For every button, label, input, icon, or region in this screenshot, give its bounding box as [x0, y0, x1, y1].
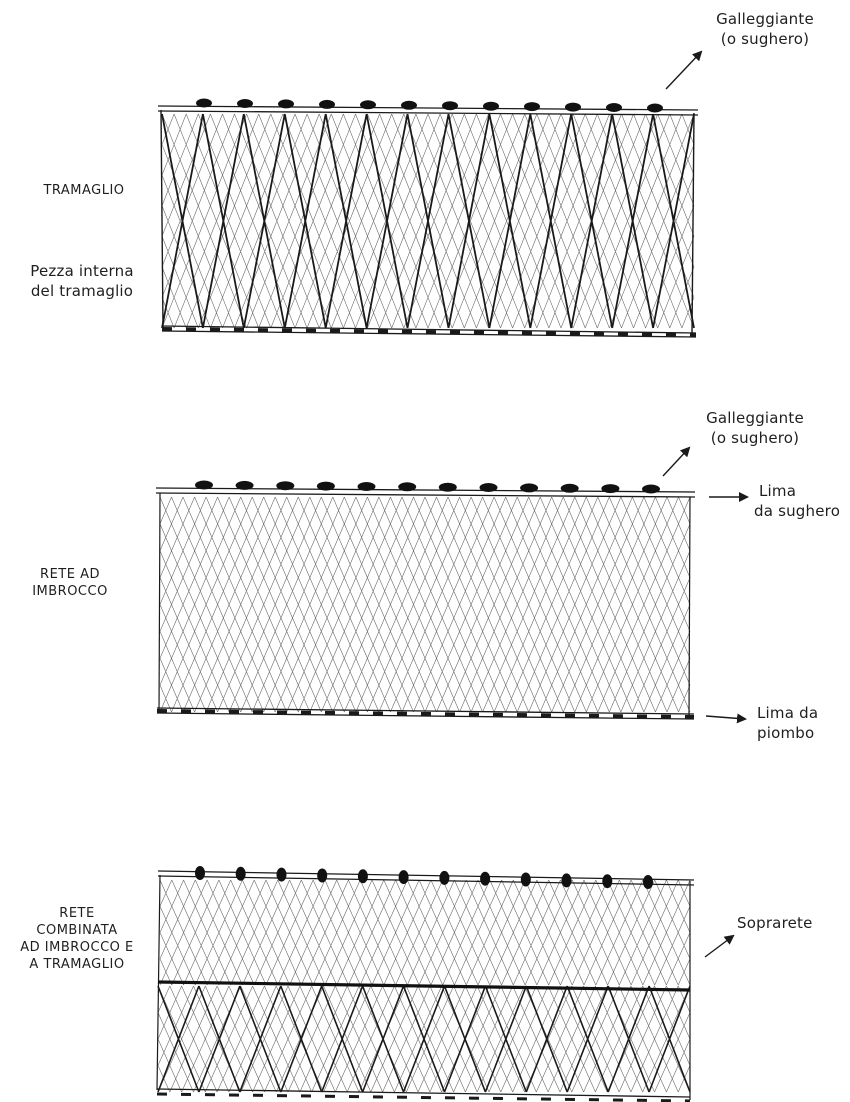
panel-imbrocco: [155, 480, 696, 720]
float: [196, 98, 212, 108]
fine-mesh-lines: [161, 205, 695, 237]
panel-combinata: [156, 866, 695, 1102]
fine-mesh-lines: [159, 958, 691, 986]
fine-mesh-lines: [161, 175, 695, 206]
lower-outer-mesh-combinata: [157, 985, 691, 1093]
float: [647, 103, 663, 113]
float: [278, 99, 294, 109]
float: [442, 101, 458, 111]
float: [606, 103, 622, 112]
float: [401, 100, 417, 110]
float: [195, 480, 213, 490]
lead-line-imbrocco: [156, 707, 695, 720]
float: [195, 866, 205, 880]
float: [643, 875, 653, 889]
float: [602, 874, 613, 889]
float: [438, 482, 457, 492]
fine-mesh-imbrocco: [159, 496, 691, 713]
float: [398, 482, 417, 492]
float: [360, 100, 376, 110]
float: [479, 483, 498, 492]
fine-mesh-lines: [159, 550, 691, 578]
fine-mesh-lines: [157, 1012, 691, 1040]
floats-tramaglio: [196, 98, 663, 113]
lead-line-combinata: [156, 1088, 691, 1102]
fine-mesh-lines: [159, 604, 691, 632]
panel-tramaglio: [157, 98, 699, 338]
label-galleggiante-1: Galleggiante (o sughero): [716, 10, 814, 48]
floats-combinata: [195, 866, 653, 889]
float: [276, 867, 287, 882]
float: [439, 870, 450, 885]
float: [480, 871, 491, 886]
fine-mesh-lines: [159, 631, 691, 659]
arrow-lima-piombo: [705, 713, 747, 724]
fine-mesh-lines: [161, 266, 695, 298]
float: [317, 868, 328, 883]
title-imbrocco: RETE AD IMBROCCO: [32, 567, 108, 599]
float: [524, 102, 540, 112]
label-lima-sughero: Lima da sughero: [754, 482, 841, 520]
title-combinata: RETE COMBINATA AD IMBROCCO E A TRAMAGLIO: [20, 906, 134, 972]
upper-mesh-combinata: [159, 879, 691, 986]
outer-mesh-lines: [157, 985, 691, 1093]
fine-mesh-lines: [159, 496, 691, 524]
float: [642, 484, 660, 494]
side-edges-imbrocco: [158, 492, 691, 719]
fine-mesh-lines: [157, 1038, 691, 1066]
outer-mesh-tramaglio: [161, 113, 695, 329]
fine-mesh-lines: [161, 236, 695, 267]
fine-mesh-lines: [159, 879, 691, 907]
float: [565, 102, 581, 112]
label-galleggiante-2: Galleggiante (o sughero): [706, 409, 804, 447]
float: [319, 99, 335, 109]
float: [483, 101, 499, 111]
side-edges-tramaglio: [160, 109, 695, 334]
outer-mesh-lines: [161, 113, 695, 329]
fine-mesh-lines: [159, 577, 691, 605]
fine-mesh-lines: [161, 144, 695, 176]
float: [357, 482, 376, 491]
label-pezza-interna: Pezza interna del tramaglio: [30, 262, 134, 300]
fine-mesh-lines: [159, 658, 691, 686]
float: [520, 872, 531, 887]
fine-mesh-lines: [161, 113, 695, 145]
float: [560, 483, 579, 493]
middle-line-combinata: [157, 980, 691, 992]
fine-mesh-lines: [159, 906, 691, 933]
arrow-galleggiante-1: [665, 50, 703, 90]
lead-line-tramaglio: [161, 325, 697, 338]
float: [235, 866, 246, 881]
fine-mesh-lines: [161, 297, 695, 329]
label-lima-piombo: Lima da piombo: [757, 704, 819, 742]
float: [601, 484, 620, 494]
float: [520, 483, 539, 493]
label-soprarete: Soprarete: [737, 914, 813, 932]
float: [235, 480, 254, 490]
fine-mesh-lines: [159, 932, 691, 959]
arrow-galleggiante-2: [662, 446, 691, 477]
float: [357, 869, 368, 884]
lower-fine-mesh-combinata: [157, 985, 691, 1093]
floats-imbrocco: [195, 480, 660, 494]
float: [561, 873, 572, 888]
title-tramaglio: TRAMAGLIO: [43, 183, 125, 198]
float: [237, 99, 253, 108]
fine-mesh-lines: [159, 523, 691, 551]
float: [276, 481, 295, 491]
fine-mesh-lines: [159, 685, 691, 713]
float: [398, 870, 409, 885]
float: [316, 481, 335, 491]
arrow-soprarete: [704, 934, 735, 958]
